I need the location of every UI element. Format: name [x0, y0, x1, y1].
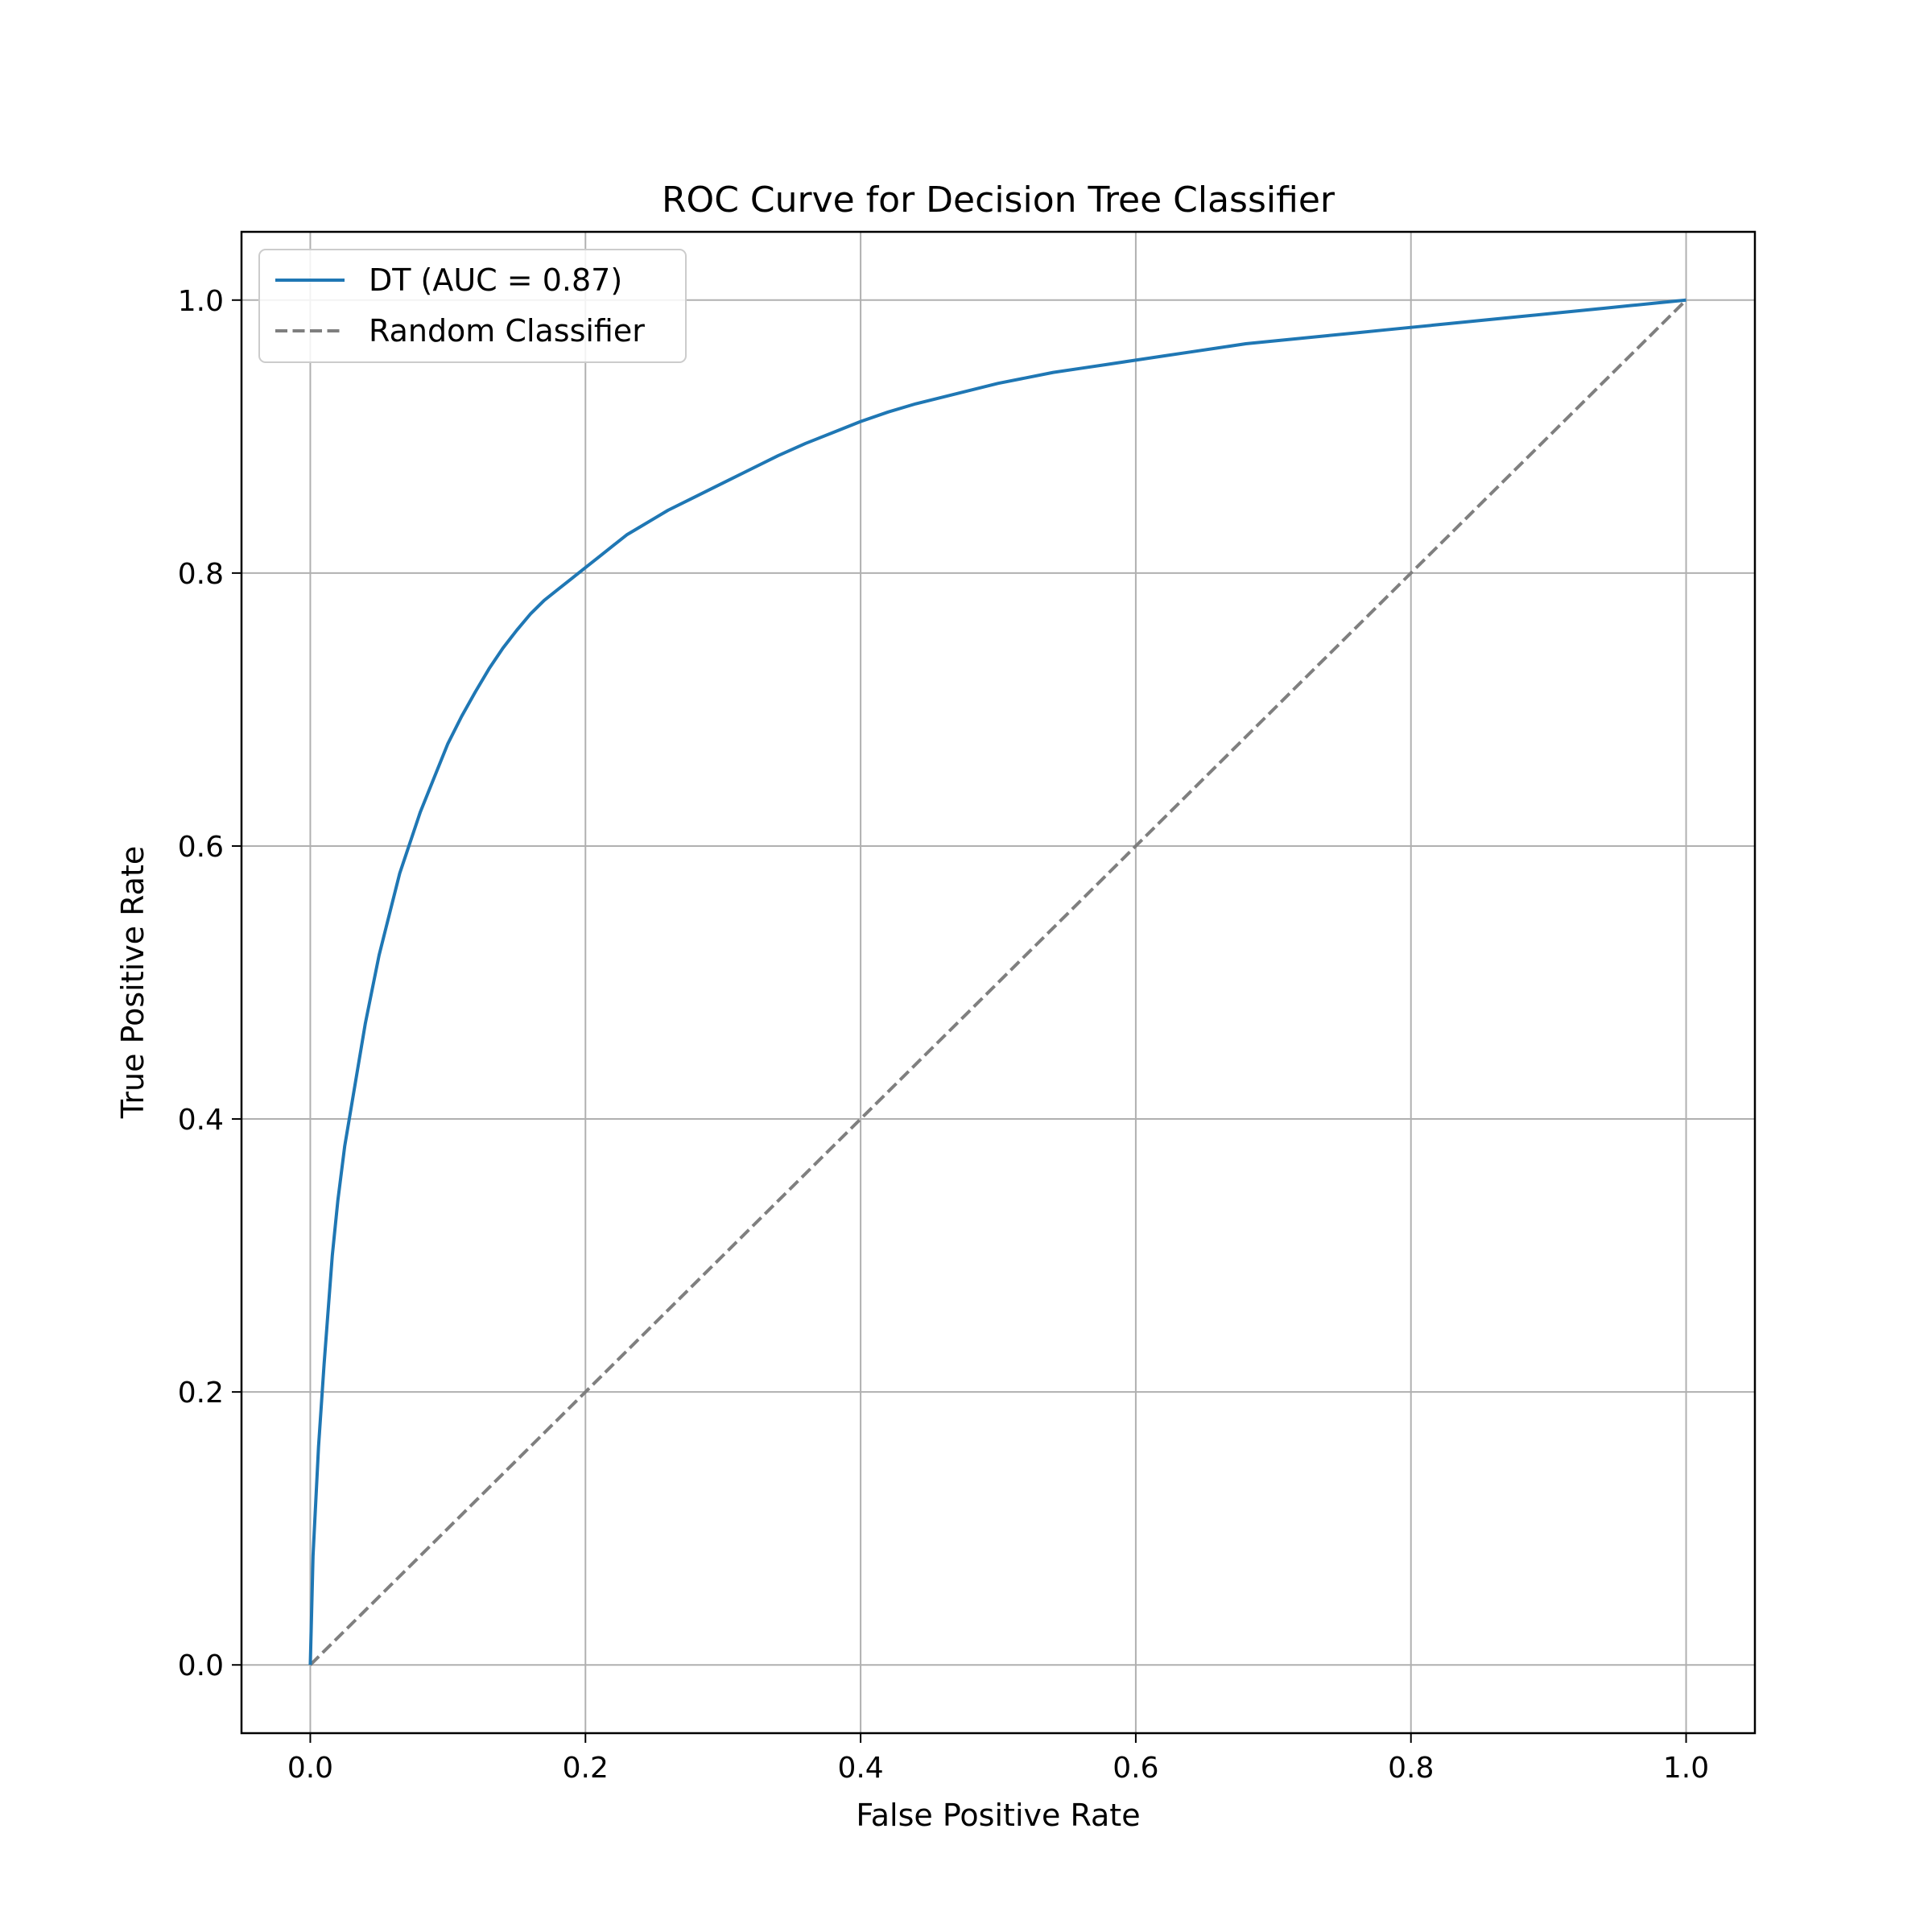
x-tick-label: 0.4 [837, 1752, 883, 1785]
legend-label-random: Random Classifier [369, 313, 645, 349]
y-tick-label: 0.2 [178, 1377, 224, 1410]
x-axis-label: False Positive Rate [856, 1798, 1140, 1833]
x-tick-label: 0.2 [563, 1752, 609, 1785]
axis-ticks: 0.0 0.2 0.4 0.6 0.8 1.0 0.0 0.2 0.4 0.6 0.8 1.0 [178, 285, 1709, 1785]
roc-curve-line [308, 298, 1686, 1666]
x-tick-label: 1.0 [1663, 1752, 1709, 1785]
chart-title: ROC Curve for Decision Tree Classifier [662, 180, 1335, 221]
random-classifier-line [309, 299, 1687, 1666]
axes-frame [240, 230, 1757, 1735]
x-tick-label: 0.8 [1388, 1752, 1434, 1785]
x-tick-label: 0.0 [287, 1752, 333, 1785]
legend: DT (AUC = 0.87) Random Classifier [258, 249, 687, 363]
y-axis-label: True Positive Rate [115, 846, 151, 1120]
legend-label-dt: DT (AUC = 0.87) [369, 262, 622, 298]
plot-series [308, 298, 1687, 1666]
y-tick-label: 0.8 [178, 558, 224, 591]
grid-lines [242, 232, 1755, 1733]
y-tick-label: 1.0 [178, 285, 224, 318]
x-tick-label: 0.6 [1113, 1752, 1158, 1785]
y-tick-label: 0.6 [178, 831, 224, 864]
legend-box [258, 249, 687, 363]
y-tick-label: 0.4 [178, 1104, 224, 1137]
y-tick-label: 0.0 [178, 1649, 224, 1682]
